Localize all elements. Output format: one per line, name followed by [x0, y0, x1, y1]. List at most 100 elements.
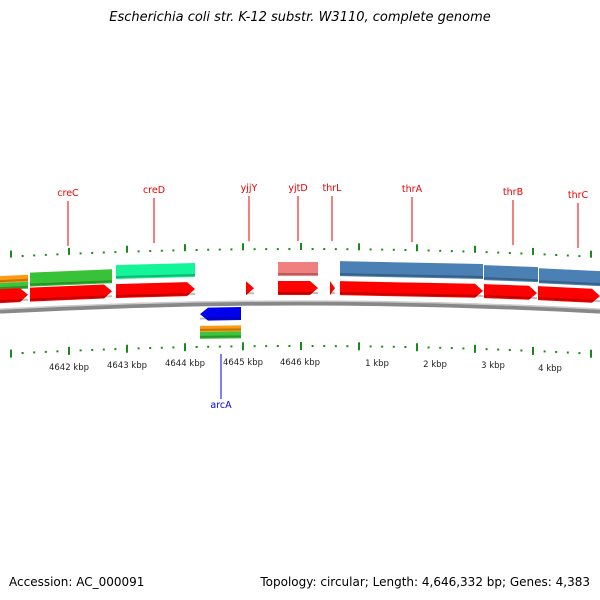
bottom-tick — [474, 344, 476, 353]
top-tick — [265, 248, 268, 251]
gene-arrow-2[interactable] — [116, 282, 195, 299]
bottom-tick — [207, 345, 210, 348]
gene-label-creD[interactable]: creD — [142, 185, 166, 196]
bottom-tick — [346, 345, 349, 348]
feature-thrA-cds[interactable] — [340, 261, 483, 280]
bottom-tick — [218, 345, 221, 348]
gene-arrow-5[interactable] — [330, 281, 335, 296]
top-tick — [508, 252, 511, 255]
top-tick — [91, 251, 94, 254]
feature-arcA-orange-shade — [199, 328, 242, 331]
top-tick — [404, 249, 407, 252]
feature-orange[interactable] — [0, 274, 28, 284]
bottom-tick — [450, 347, 453, 350]
bottom-tick — [114, 348, 117, 351]
top-tick — [311, 248, 314, 251]
tick-label: 2 kbp — [423, 359, 447, 370]
feature-yjtD-cds[interactable] — [278, 262, 318, 277]
feature-arcA-orange[interactable] — [200, 325, 241, 332]
gene-arrow-8[interactable] — [538, 286, 600, 303]
gene-label-creC[interactable]: creC — [57, 188, 79, 199]
feature-green-shade — [0, 285, 29, 290]
top-tick — [172, 249, 175, 252]
bottom-tick — [404, 346, 407, 349]
feature-thrC-cds[interactable] — [539, 268, 600, 287]
bottom-tick — [381, 345, 384, 348]
bottom-tick — [578, 352, 581, 355]
top-tick — [358, 243, 360, 251]
gene-arrow-1[interactable] — [30, 284, 112, 302]
feature-creD-cds[interactable] — [116, 263, 195, 280]
bottom-tick — [230, 345, 233, 348]
bottom-tick — [485, 348, 488, 351]
gene-arrow-6[interactable] — [340, 281, 483, 298]
gene-label-thrL[interactable]: thrL — [322, 183, 342, 194]
bottom-tick — [33, 351, 36, 354]
tick-label: 3 kbp — [481, 361, 505, 372]
gene-label-yjtD[interactable]: yjtD — [288, 183, 308, 194]
genome-backbone-highlight — [0, 300, 600, 310]
tick-label: 4644 kbp — [164, 359, 206, 370]
gene-arrow-arcA-shade — [199, 316, 242, 320]
gene-arrow-4[interactable] — [278, 281, 318, 296]
top-tick — [56, 253, 59, 256]
bottom-tick — [427, 346, 430, 349]
top-tick — [102, 251, 105, 254]
top-tick — [416, 244, 418, 252]
top-tick — [184, 244, 186, 252]
top-tick — [10, 250, 12, 258]
gene-arrow-0-shade — [0, 298, 29, 303]
feature-creC-cds[interactable] — [30, 269, 112, 287]
tick-label: 4645 kbp — [222, 358, 264, 369]
top-tick — [230, 248, 233, 251]
feature-arcA-green[interactable] — [200, 331, 241, 339]
feature-thrC-cds-shade — [538, 280, 600, 286]
bottom-tick — [566, 351, 569, 354]
bottom-tick — [91, 348, 94, 351]
gene-arrow-0[interactable] — [0, 288, 28, 304]
gene-arrow-3[interactable] — [246, 281, 254, 296]
gene-arrow-8-shade — [537, 297, 600, 303]
bottom-tick — [439, 346, 442, 349]
bottom-tick — [276, 345, 279, 348]
top-tick — [369, 248, 372, 251]
top-tick — [543, 253, 546, 256]
top-tick — [149, 250, 152, 253]
top-tick — [276, 248, 279, 251]
gene-arrow-2-shade — [115, 293, 196, 298]
bottom-tick — [172, 346, 175, 349]
feature-thrB-cds-shade — [483, 277, 539, 282]
bottom-tick — [543, 350, 546, 353]
gene-label-thrA[interactable]: thrA — [401, 184, 423, 195]
bottom-tick — [416, 343, 418, 352]
bottom-tick — [369, 345, 372, 348]
top-tick — [590, 250, 592, 258]
top-tick — [450, 250, 453, 253]
bottom-tick — [392, 345, 395, 348]
top-tick — [334, 248, 337, 251]
gene-label-yjjY[interactable]: yjjY — [240, 183, 258, 194]
genome-backbone — [0, 300, 600, 314]
bottom-tick — [137, 347, 140, 350]
top-tick — [300, 243, 302, 251]
top-tick — [497, 251, 500, 254]
bottom-tick — [242, 342, 244, 351]
gene-arrow-7[interactable] — [484, 284, 537, 300]
top-tick — [79, 252, 82, 255]
gene-label-thrB[interactable]: thrB — [502, 187, 524, 198]
gene-label-arcA[interactable]: arcA — [210, 400, 232, 411]
top-tick — [137, 250, 140, 253]
bottom-tick — [21, 351, 24, 354]
top-tick — [555, 253, 558, 256]
feature-green[interactable] — [0, 281, 28, 291]
bottom-tick — [520, 349, 523, 352]
bottom-tick — [358, 342, 360, 351]
top-tick — [427, 249, 430, 252]
top-tick — [68, 247, 70, 255]
feature-thrB-cds[interactable] — [484, 265, 538, 283]
gene-arrow-arcA[interactable] — [200, 306, 241, 321]
bottom-tick — [79, 349, 82, 352]
gene-label-thrC[interactable]: thrC — [567, 190, 589, 201]
bottom-tick — [288, 345, 291, 348]
